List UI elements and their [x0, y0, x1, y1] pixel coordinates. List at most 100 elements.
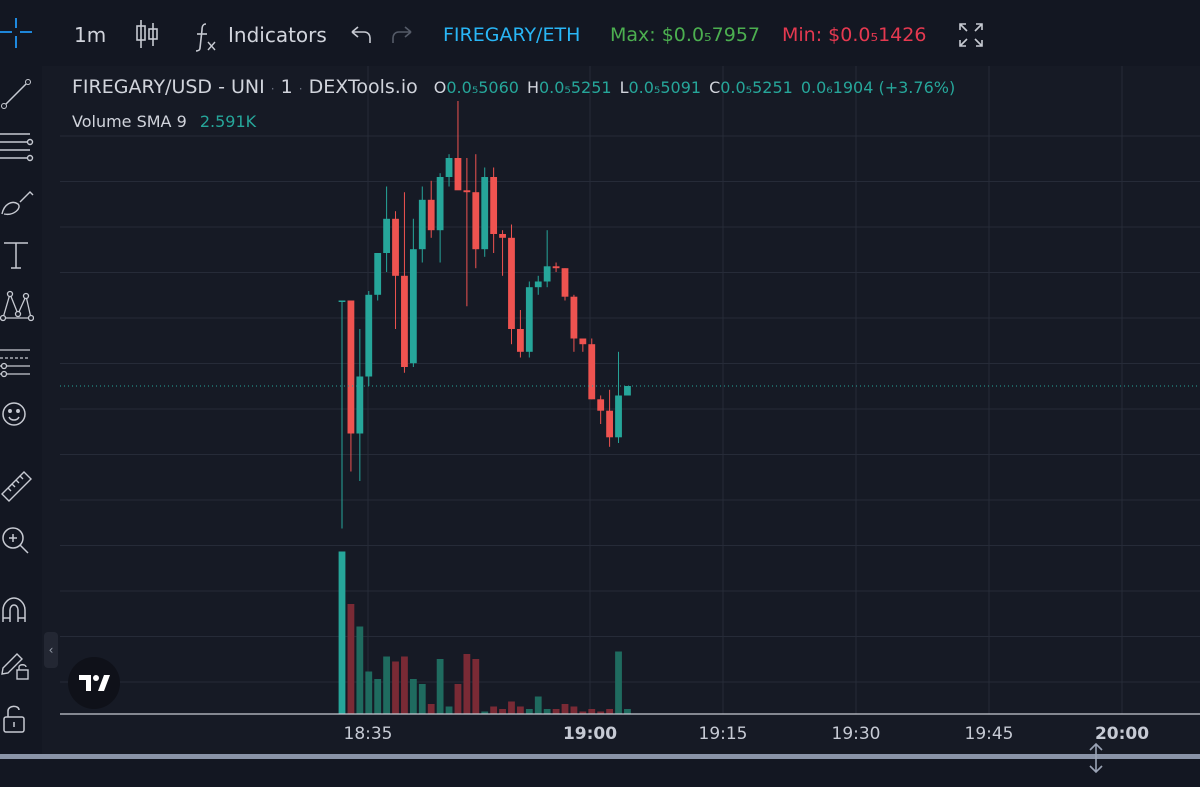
- volume-bar: [588, 709, 596, 714]
- volume-label: Volume SMA 9: [72, 112, 187, 131]
- x-tick-label: 19:00: [562, 724, 618, 744]
- volume-bar: [624, 709, 631, 714]
- volume-bar: [490, 706, 498, 714]
- undo-icon[interactable]: [349, 24, 373, 52]
- candle-body: [606, 410, 613, 438]
- emoji-icon[interactable]: [0, 398, 34, 432]
- top-toolbar: 1m Indicators FIREGARY/ETH Max: $0.0₅795…: [0, 0, 1200, 66]
- ruler-icon[interactable]: [0, 468, 34, 502]
- volume-bar: [534, 696, 542, 714]
- volume-bar: [374, 679, 382, 714]
- volume-bar: [401, 656, 408, 714]
- volume-bar: [454, 684, 462, 714]
- volume-bar: [427, 704, 435, 714]
- candle-body: [401, 275, 408, 367]
- candle-body: [615, 395, 622, 438]
- candle-body: [338, 300, 346, 302]
- candle-body: [588, 344, 596, 400]
- function-icon[interactable]: [192, 20, 218, 58]
- candle-body: [624, 386, 631, 396]
- collapse-toolbar-button[interactable]: ‹: [44, 632, 58, 668]
- volume-bar: [525, 709, 533, 714]
- x-tick-label: 18:35: [343, 724, 393, 744]
- candle-body: [561, 268, 569, 297]
- tradingview-logo[interactable]: [68, 657, 120, 709]
- volume-bar: [543, 709, 551, 714]
- volume-bar: [570, 706, 578, 714]
- lock-drawings-icon[interactable]: [0, 648, 34, 682]
- candle-body: [445, 158, 453, 177]
- zoom-in-icon[interactable]: [0, 522, 34, 556]
- chart-grid: [60, 66, 1200, 714]
- crosshair-icon[interactable]: [0, 16, 34, 50]
- candle-body: [517, 329, 524, 352]
- volume-bar: [418, 684, 426, 714]
- trend-line-icon[interactable]: [0, 76, 34, 110]
- candle-body: [392, 218, 399, 276]
- candle-body: [454, 158, 462, 191]
- candle-body: [409, 249, 417, 364]
- legend-separator: ·: [270, 82, 275, 96]
- resize-vertical-icon[interactable]: [1086, 742, 1106, 778]
- candle-body: [472, 192, 480, 250]
- volume-bar: [615, 651, 622, 714]
- volume-bar: [365, 671, 373, 714]
- magnet-icon[interactable]: [0, 594, 34, 628]
- brush-icon[interactable]: [0, 186, 34, 220]
- volume-bar: [347, 604, 355, 714]
- volume-bar: [445, 706, 453, 714]
- close-value: 0.0₅5251: [720, 78, 793, 97]
- low-value: 0.0₅5091: [628, 78, 702, 97]
- volume-bar: [481, 711, 489, 714]
- candle-body: [525, 287, 533, 352]
- candle-body: [383, 218, 390, 253]
- volume-bar: [392, 661, 399, 714]
- indicators-button[interactable]: Indicators: [228, 23, 327, 47]
- volume-bar: [508, 701, 515, 714]
- volume-value: 2.591K: [199, 112, 257, 131]
- volume-bar: [463, 654, 471, 714]
- time-scrollbar[interactable]: [0, 754, 1200, 759]
- candle-body: [436, 177, 444, 231]
- ohlc-legend: FIREGARY/USD - UNI · 1 · DEXTools.io O0.…: [72, 76, 955, 98]
- high-value: 0.0₅5251: [538, 78, 612, 97]
- volume-bars: [338, 551, 631, 714]
- high-label: H: [526, 78, 539, 97]
- candle-body: [347, 300, 355, 434]
- low-label: L: [619, 78, 629, 97]
- pair-link[interactable]: FIREGARY/ETH: [443, 24, 581, 46]
- volume-bar: [383, 656, 390, 714]
- candle-style-icon[interactable]: [134, 18, 160, 56]
- candle-body: [499, 234, 506, 238]
- candle-body: [481, 177, 489, 250]
- legend-interval: 1: [280, 76, 293, 98]
- redo-icon[interactable]: [390, 24, 414, 52]
- candlesticks: [338, 101, 631, 529]
- volume-bar: [517, 706, 524, 714]
- unlock-icon[interactable]: [0, 702, 34, 736]
- forecast-icon[interactable]: [0, 344, 34, 378]
- x-tick-label: 19:45: [964, 724, 1014, 744]
- candle-body: [374, 253, 382, 295]
- candle-body: [597, 399, 605, 411]
- candle-body: [508, 237, 515, 329]
- text-tool-icon[interactable]: [0, 238, 34, 272]
- volume-bar: [338, 551, 346, 714]
- volume-bar: [606, 709, 613, 714]
- candle-body: [534, 281, 542, 288]
- volume-legend: Volume SMA 9 2.591K: [72, 112, 256, 131]
- pattern-icon[interactable]: [0, 290, 35, 324]
- max-price: Max: $0.0₅7957: [610, 24, 760, 46]
- change-value: 0.0₆1904 (+3.76%): [800, 78, 956, 97]
- fullscreen-icon[interactable]: [958, 22, 984, 54]
- interval-button[interactable]: 1m: [74, 23, 107, 47]
- drawing-toolbar: [0, 66, 42, 756]
- fib-lines-icon[interactable]: [0, 130, 34, 164]
- candle-body: [356, 376, 364, 434]
- volume-bar: [436, 659, 444, 714]
- symbol-name: FIREGARY/USD - UNI: [72, 76, 265, 98]
- volume-bar: [472, 659, 480, 714]
- volume-bar: [409, 679, 417, 714]
- candle-body: [490, 177, 498, 234]
- volume-bar: [597, 711, 605, 714]
